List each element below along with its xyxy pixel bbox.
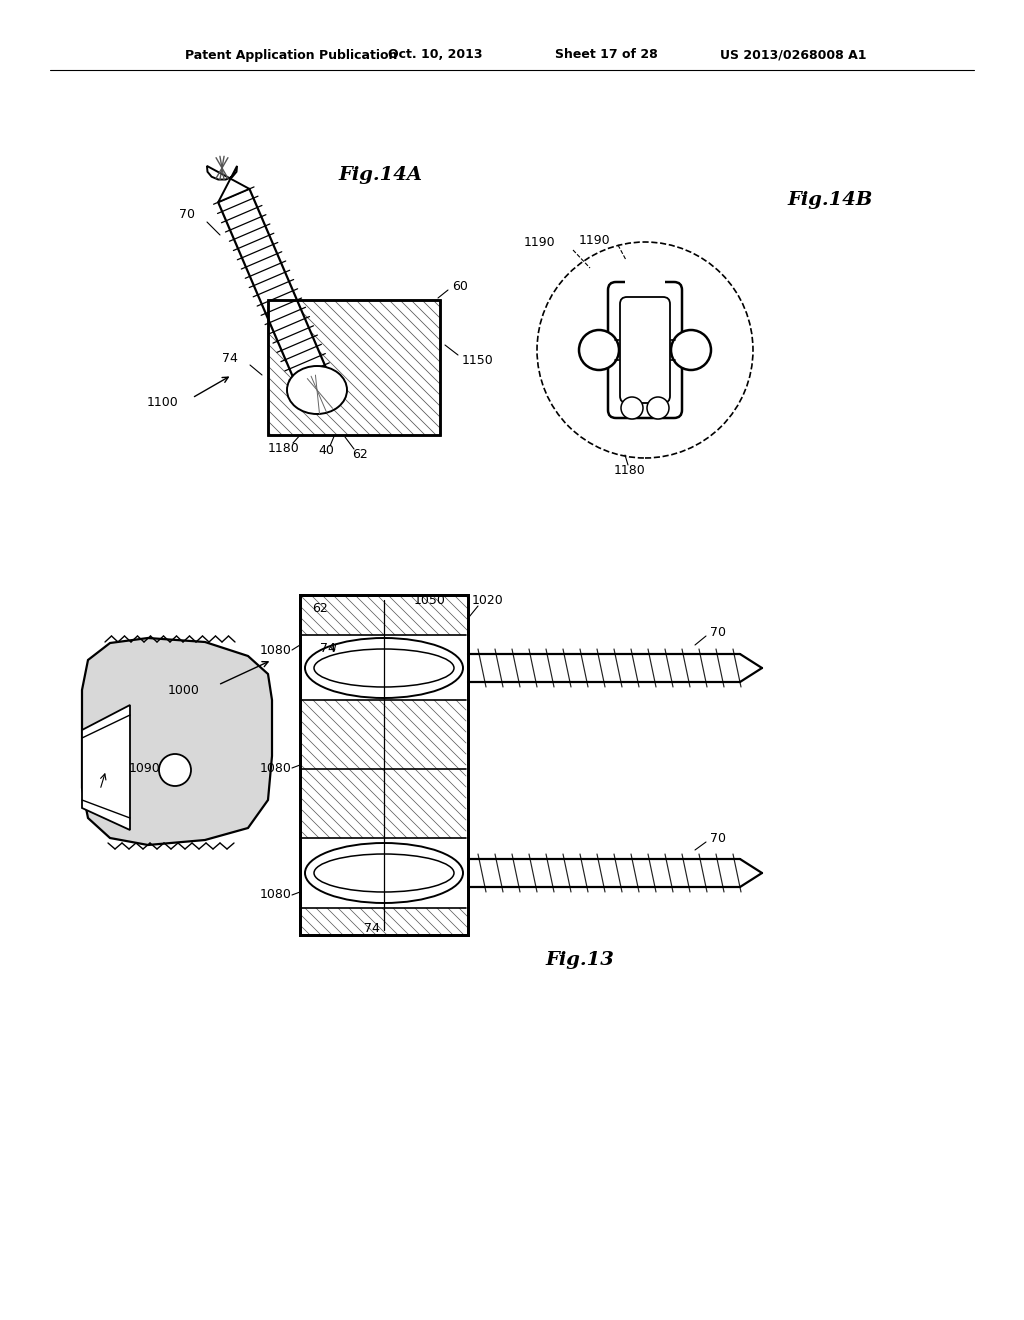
Ellipse shape xyxy=(287,366,347,414)
Text: US 2013/0268008 A1: US 2013/0268008 A1 xyxy=(720,49,866,62)
Bar xyxy=(301,838,467,908)
Text: Fig.14A: Fig.14A xyxy=(338,166,422,183)
Text: 1090: 1090 xyxy=(128,762,160,775)
Circle shape xyxy=(159,754,191,785)
Text: 1190: 1190 xyxy=(523,236,555,249)
Circle shape xyxy=(647,397,669,418)
Ellipse shape xyxy=(305,843,463,903)
Text: Fig.14B: Fig.14B xyxy=(787,191,872,209)
Text: 74: 74 xyxy=(321,642,336,655)
Text: 40: 40 xyxy=(318,445,334,458)
Text: Sheet 17 of 28: Sheet 17 of 28 xyxy=(555,49,657,62)
Text: 1080: 1080 xyxy=(260,644,292,656)
Text: 74: 74 xyxy=(365,921,380,935)
Text: 1150: 1150 xyxy=(462,354,494,367)
Bar xyxy=(268,300,440,436)
Text: 70: 70 xyxy=(710,626,726,639)
Circle shape xyxy=(671,330,711,370)
Text: 1180: 1180 xyxy=(614,463,646,477)
Text: 1000: 1000 xyxy=(168,684,200,697)
Text: 74: 74 xyxy=(222,351,238,364)
Bar xyxy=(625,279,665,326)
Polygon shape xyxy=(218,189,335,401)
Bar xyxy=(625,326,665,374)
Text: 60: 60 xyxy=(452,280,468,293)
Text: Fig.13: Fig.13 xyxy=(546,950,614,969)
Text: 1080: 1080 xyxy=(260,888,292,902)
Circle shape xyxy=(621,397,643,418)
Ellipse shape xyxy=(305,638,463,698)
Bar xyxy=(300,595,468,935)
Text: 1020: 1020 xyxy=(472,594,504,606)
Polygon shape xyxy=(468,653,762,682)
FancyBboxPatch shape xyxy=(620,297,670,403)
Polygon shape xyxy=(82,705,130,830)
Bar xyxy=(268,300,440,436)
Text: 1180: 1180 xyxy=(268,441,300,454)
Ellipse shape xyxy=(314,649,454,686)
Text: Oct. 10, 2013: Oct. 10, 2013 xyxy=(388,49,482,62)
Bar xyxy=(301,700,467,838)
Circle shape xyxy=(579,330,618,370)
Bar xyxy=(300,595,468,935)
Bar xyxy=(301,635,467,700)
Text: 62: 62 xyxy=(312,602,328,615)
Text: 1100: 1100 xyxy=(146,396,178,409)
Polygon shape xyxy=(468,859,762,887)
Bar xyxy=(268,300,440,436)
Text: Patent Application Publication: Patent Application Publication xyxy=(185,49,397,62)
Polygon shape xyxy=(207,166,250,202)
Text: 70: 70 xyxy=(710,832,726,845)
Text: 62: 62 xyxy=(352,447,368,461)
Ellipse shape xyxy=(314,854,454,892)
Polygon shape xyxy=(82,638,272,845)
Text: 1080: 1080 xyxy=(260,762,292,775)
Text: 1190: 1190 xyxy=(579,234,610,247)
Text: 70: 70 xyxy=(179,209,195,222)
Bar xyxy=(300,595,468,935)
Text: 1050: 1050 xyxy=(414,594,445,606)
Bar xyxy=(300,595,468,935)
FancyBboxPatch shape xyxy=(608,282,682,418)
